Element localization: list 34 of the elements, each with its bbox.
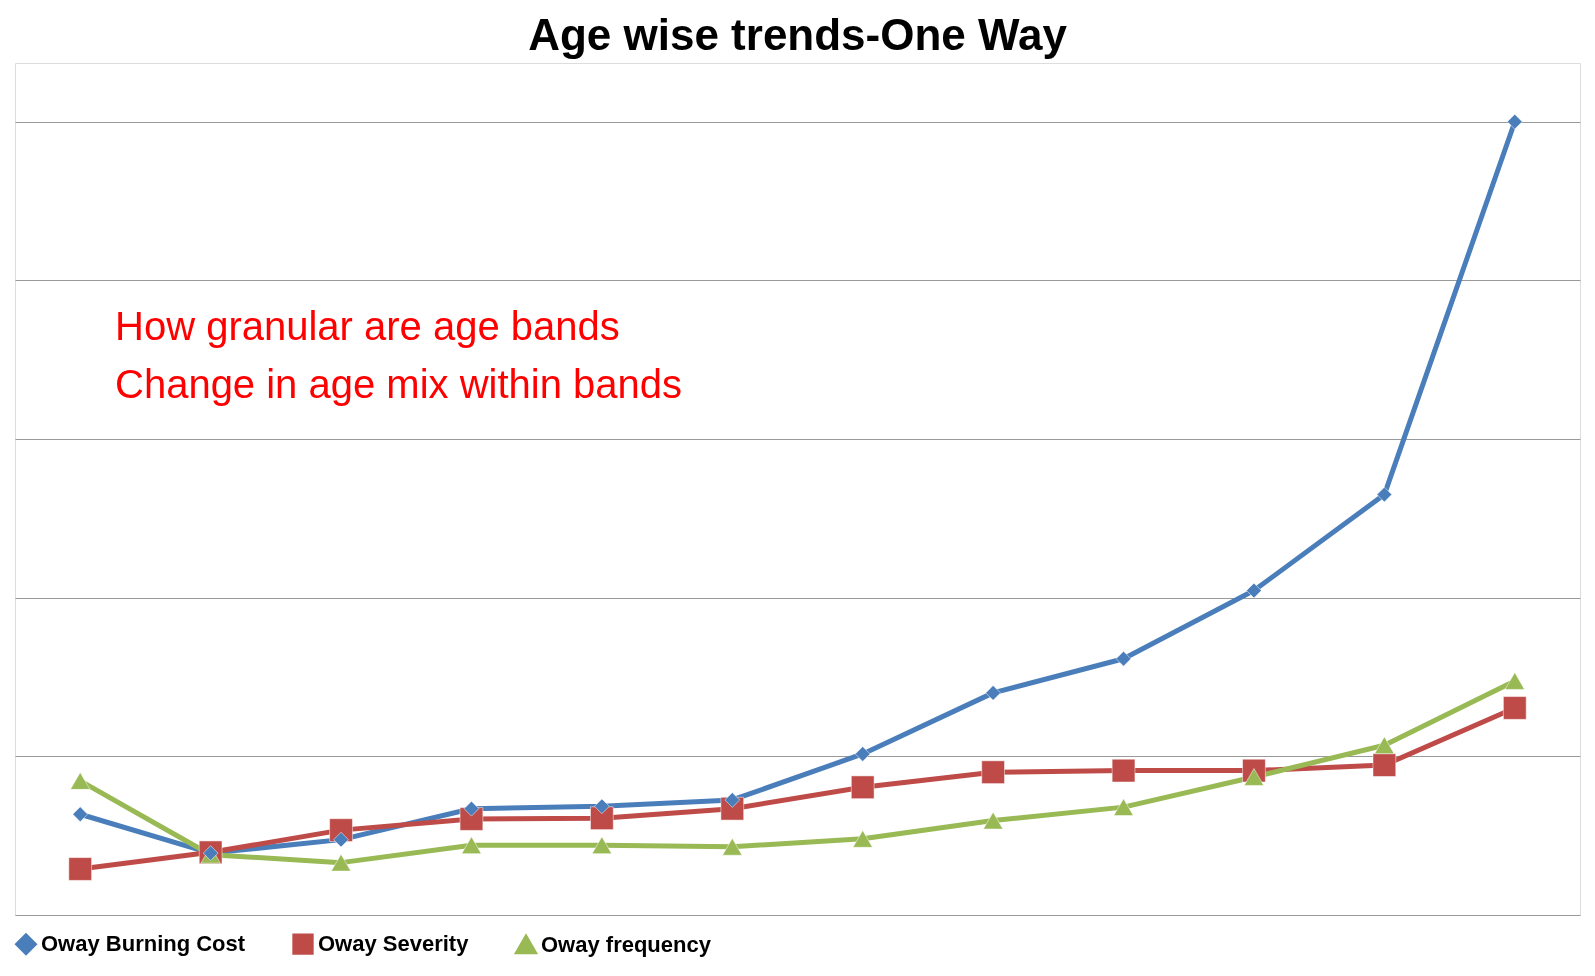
point xyxy=(981,760,1005,784)
point xyxy=(594,798,610,814)
point xyxy=(1243,768,1264,786)
point xyxy=(1113,798,1134,816)
point xyxy=(333,831,349,848)
point xyxy=(855,746,871,762)
point xyxy=(461,836,482,854)
point xyxy=(1115,651,1132,667)
point xyxy=(1111,758,1136,783)
point xyxy=(851,775,875,799)
point xyxy=(591,836,612,854)
point xyxy=(1246,582,1262,599)
point xyxy=(68,857,92,881)
point xyxy=(1504,672,1525,690)
annotation: How granular are age bands xyxy=(115,304,620,348)
point xyxy=(70,772,91,790)
point xyxy=(1503,696,1527,720)
point xyxy=(985,685,1001,701)
point xyxy=(1376,486,1393,503)
legend-label: Oway frequency xyxy=(541,931,712,957)
point xyxy=(1507,114,1523,130)
point xyxy=(722,838,743,856)
point xyxy=(463,801,480,817)
legend-label: Oway Burning Cost xyxy=(41,931,246,957)
point xyxy=(724,792,740,808)
point xyxy=(852,830,873,848)
chart-title: Age wise trends-One Way xyxy=(528,10,1068,59)
point xyxy=(983,811,1004,830)
point xyxy=(1372,753,1397,777)
legend-label: Oway Severity xyxy=(318,931,470,957)
point xyxy=(1374,736,1395,754)
annotation: Change in age mix within bands xyxy=(115,362,683,406)
point xyxy=(72,806,88,822)
point xyxy=(331,853,352,872)
